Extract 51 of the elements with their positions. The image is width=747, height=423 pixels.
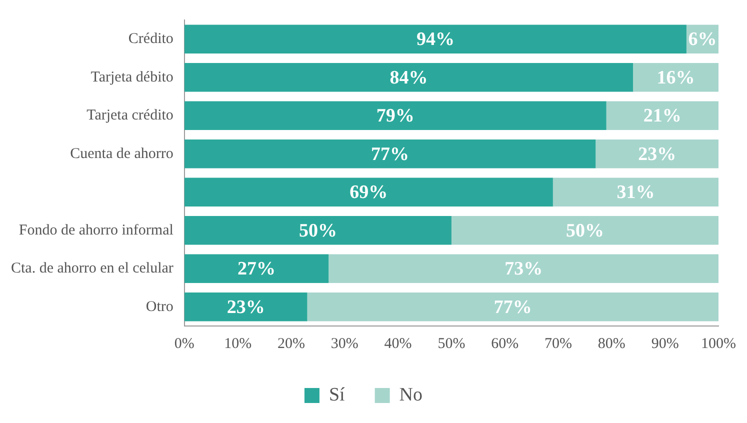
x-tick-label: 0% xyxy=(174,336,194,352)
x-tick-label: 80% xyxy=(598,336,626,352)
x-tick-label: 20% xyxy=(277,336,305,352)
data-label: 73% xyxy=(504,258,543,280)
y-tick-label: Cta. de ahorro en el celular xyxy=(11,260,174,277)
data-label: 84% xyxy=(390,67,428,88)
x-tick-label: 60% xyxy=(491,336,519,352)
x-tick-label: 70% xyxy=(544,336,572,352)
data-label: 21% xyxy=(643,106,682,127)
bar xyxy=(451,216,719,245)
data-label: 23% xyxy=(226,296,265,318)
bar xyxy=(184,101,606,130)
data-label: 50% xyxy=(298,220,337,242)
bar xyxy=(552,178,719,206)
data-label: 6% xyxy=(688,29,717,50)
legend-label: No xyxy=(399,384,423,406)
data-label: 77% xyxy=(371,144,410,165)
x-tick-label: 50% xyxy=(438,336,466,352)
bar xyxy=(596,140,719,168)
bar xyxy=(184,140,596,168)
x-tick-label: 100% xyxy=(701,336,736,352)
bar xyxy=(184,254,329,283)
y-tick-label: Otro xyxy=(146,298,174,315)
data-label: 69% xyxy=(350,182,388,204)
x-tick-label: 90% xyxy=(651,336,679,352)
data-label: 27% xyxy=(238,258,276,280)
data-label: 79% xyxy=(376,106,414,127)
y-tick-label: Fondo de ahorro informal xyxy=(18,222,174,238)
bar xyxy=(606,101,719,130)
data-label: 50% xyxy=(566,220,604,242)
data-label: 31% xyxy=(616,182,655,204)
x-tick-label: 30% xyxy=(330,336,358,352)
bar xyxy=(184,24,686,54)
data-label: 16% xyxy=(656,67,695,88)
bar xyxy=(184,63,634,92)
bar xyxy=(184,292,308,322)
bar xyxy=(184,178,553,206)
data-label: 77% xyxy=(494,296,532,318)
bar xyxy=(633,63,719,92)
x-tick-label: 10% xyxy=(224,336,252,352)
legend-label: Sí xyxy=(328,384,346,406)
data-label: 23% xyxy=(638,144,676,165)
y-tick-label: Tarjeta crédito xyxy=(86,108,174,124)
x-tick-label: 40% xyxy=(384,336,412,352)
bar xyxy=(184,216,452,245)
data-label: 94% xyxy=(416,29,454,50)
y-tick-label: Tarjeta débito xyxy=(90,69,174,86)
y-tick-label: Crédito xyxy=(128,31,174,48)
bar xyxy=(307,292,719,322)
bar xyxy=(328,254,719,283)
y-tick-label: Cuenta de ahorro xyxy=(70,146,174,162)
